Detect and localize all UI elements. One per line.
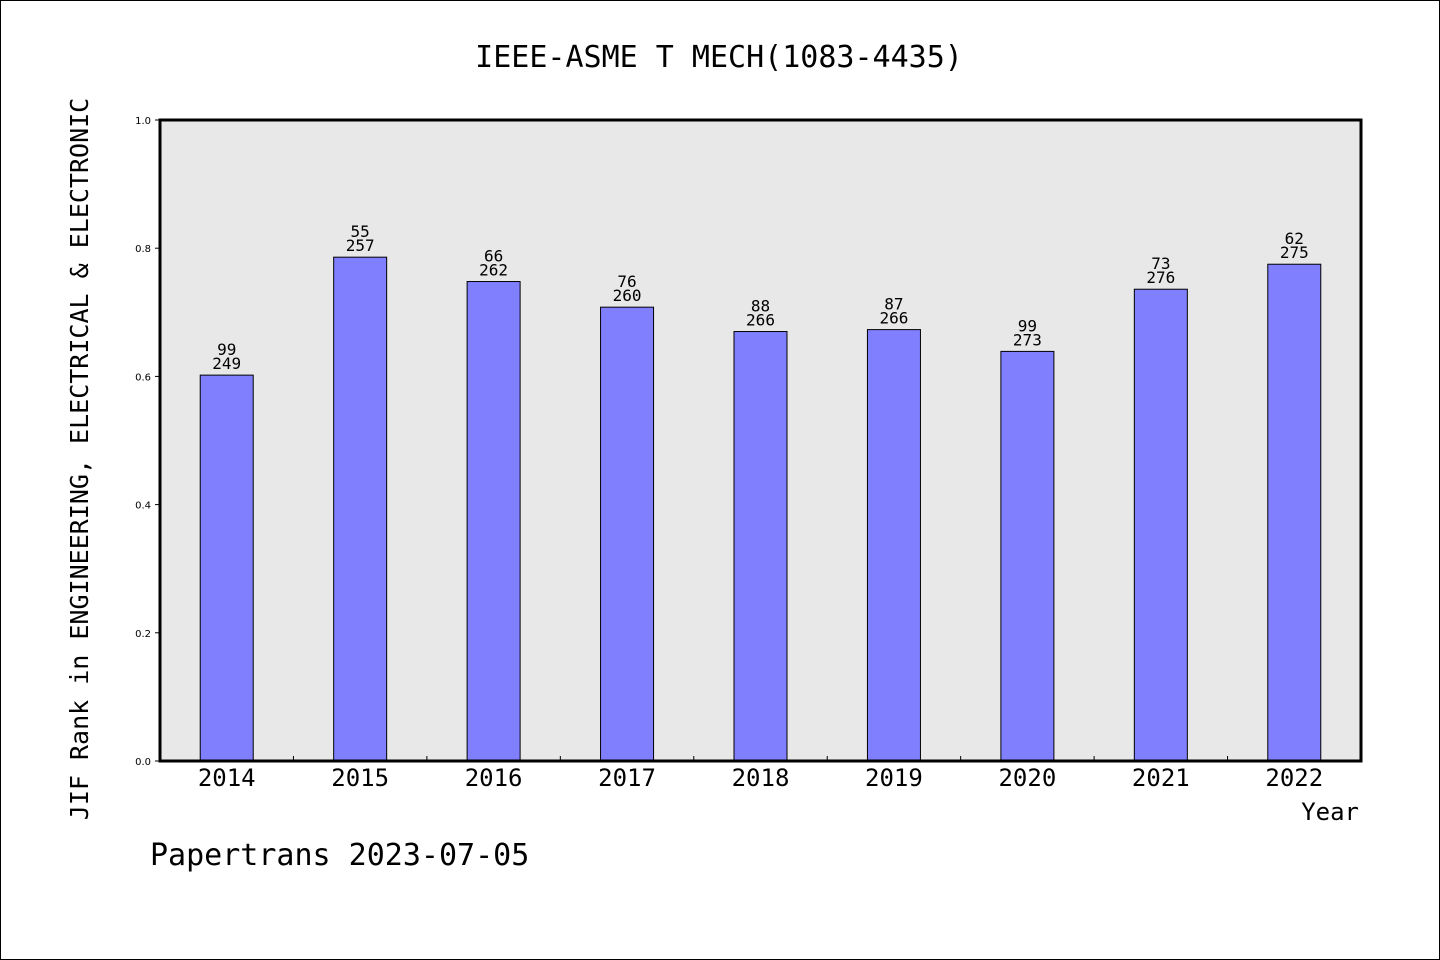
plot-frame — [158, 118, 1363, 763]
bar — [466, 281, 521, 762]
bar-total-label: 260 — [613, 286, 642, 305]
bar-total-label: 275 — [1280, 243, 1309, 262]
bar-total-label: 257 — [346, 236, 375, 255]
bar — [1133, 288, 1188, 762]
bar — [333, 256, 388, 762]
x-tick-label: 2017 — [598, 764, 656, 792]
bar-total-label: 262 — [479, 261, 508, 280]
y-tick-label: 0.8 — [135, 244, 151, 255]
bar-rank-label: 99 — [1018, 316, 1037, 335]
bar — [600, 306, 655, 762]
bar-rank-label: 62 — [1285, 229, 1304, 248]
bar-rank-label: 76 — [617, 272, 636, 291]
bar-rank-label: 66 — [484, 247, 503, 266]
x-tick-label: 2016 — [465, 764, 523, 792]
x-axis-ticks: 2014 2015 2016 2017 2018 2019 2020 2021 2022 — [198, 756, 1323, 792]
y-axis-label: JIF Rank in ENGINEERING, ELECTRICAL & EL… — [65, 98, 94, 820]
bar-total-label: 249 — [212, 354, 241, 373]
bar-rank-label: 99 — [217, 340, 236, 359]
bar — [1000, 350, 1055, 762]
x-tick-label: 2015 — [331, 764, 389, 792]
x-tick-label: 2020 — [998, 764, 1056, 792]
x-tick-label: 2014 — [198, 764, 256, 792]
chart-title: IEEE-ASME T MECH(1083-4435) — [475, 40, 963, 75]
y-tick-label: 0.0 — [135, 757, 151, 768]
bar-total-label: 276 — [1146, 268, 1175, 287]
bar — [866, 329, 921, 762]
bar-rank-label: 87 — [884, 295, 903, 314]
bar-rank-label: 73 — [1151, 254, 1170, 273]
bar — [733, 331, 788, 762]
bar-total-label: 266 — [746, 311, 775, 330]
x-tick-label: 2021 — [1132, 764, 1190, 792]
y-tick-label: 1.0 — [135, 116, 151, 127]
x-tick-label: 2019 — [865, 764, 923, 792]
bar — [1267, 263, 1322, 762]
y-tick-label: 0.4 — [135, 501, 151, 512]
bar-total-label: 266 — [879, 309, 908, 328]
x-tick-label: 2018 — [732, 764, 790, 792]
bar — [199, 374, 254, 762]
bar-total-label: 273 — [1013, 330, 1042, 349]
y-tick-label: 0.2 — [135, 629, 151, 640]
x-tick-label: 2022 — [1265, 764, 1323, 792]
bar-rank-label: 88 — [751, 297, 770, 316]
x-axis-label: Year — [1301, 798, 1359, 826]
footer-credit: Papertrans 2023-07-05 — [150, 838, 529, 873]
y-axis-ticks: 0.0 0.2 0.4 0.6 0.8 1.0 — [135, 116, 160, 768]
bar-rank-label: 55 — [351, 222, 370, 241]
y-tick-label: 0.6 — [135, 372, 151, 383]
